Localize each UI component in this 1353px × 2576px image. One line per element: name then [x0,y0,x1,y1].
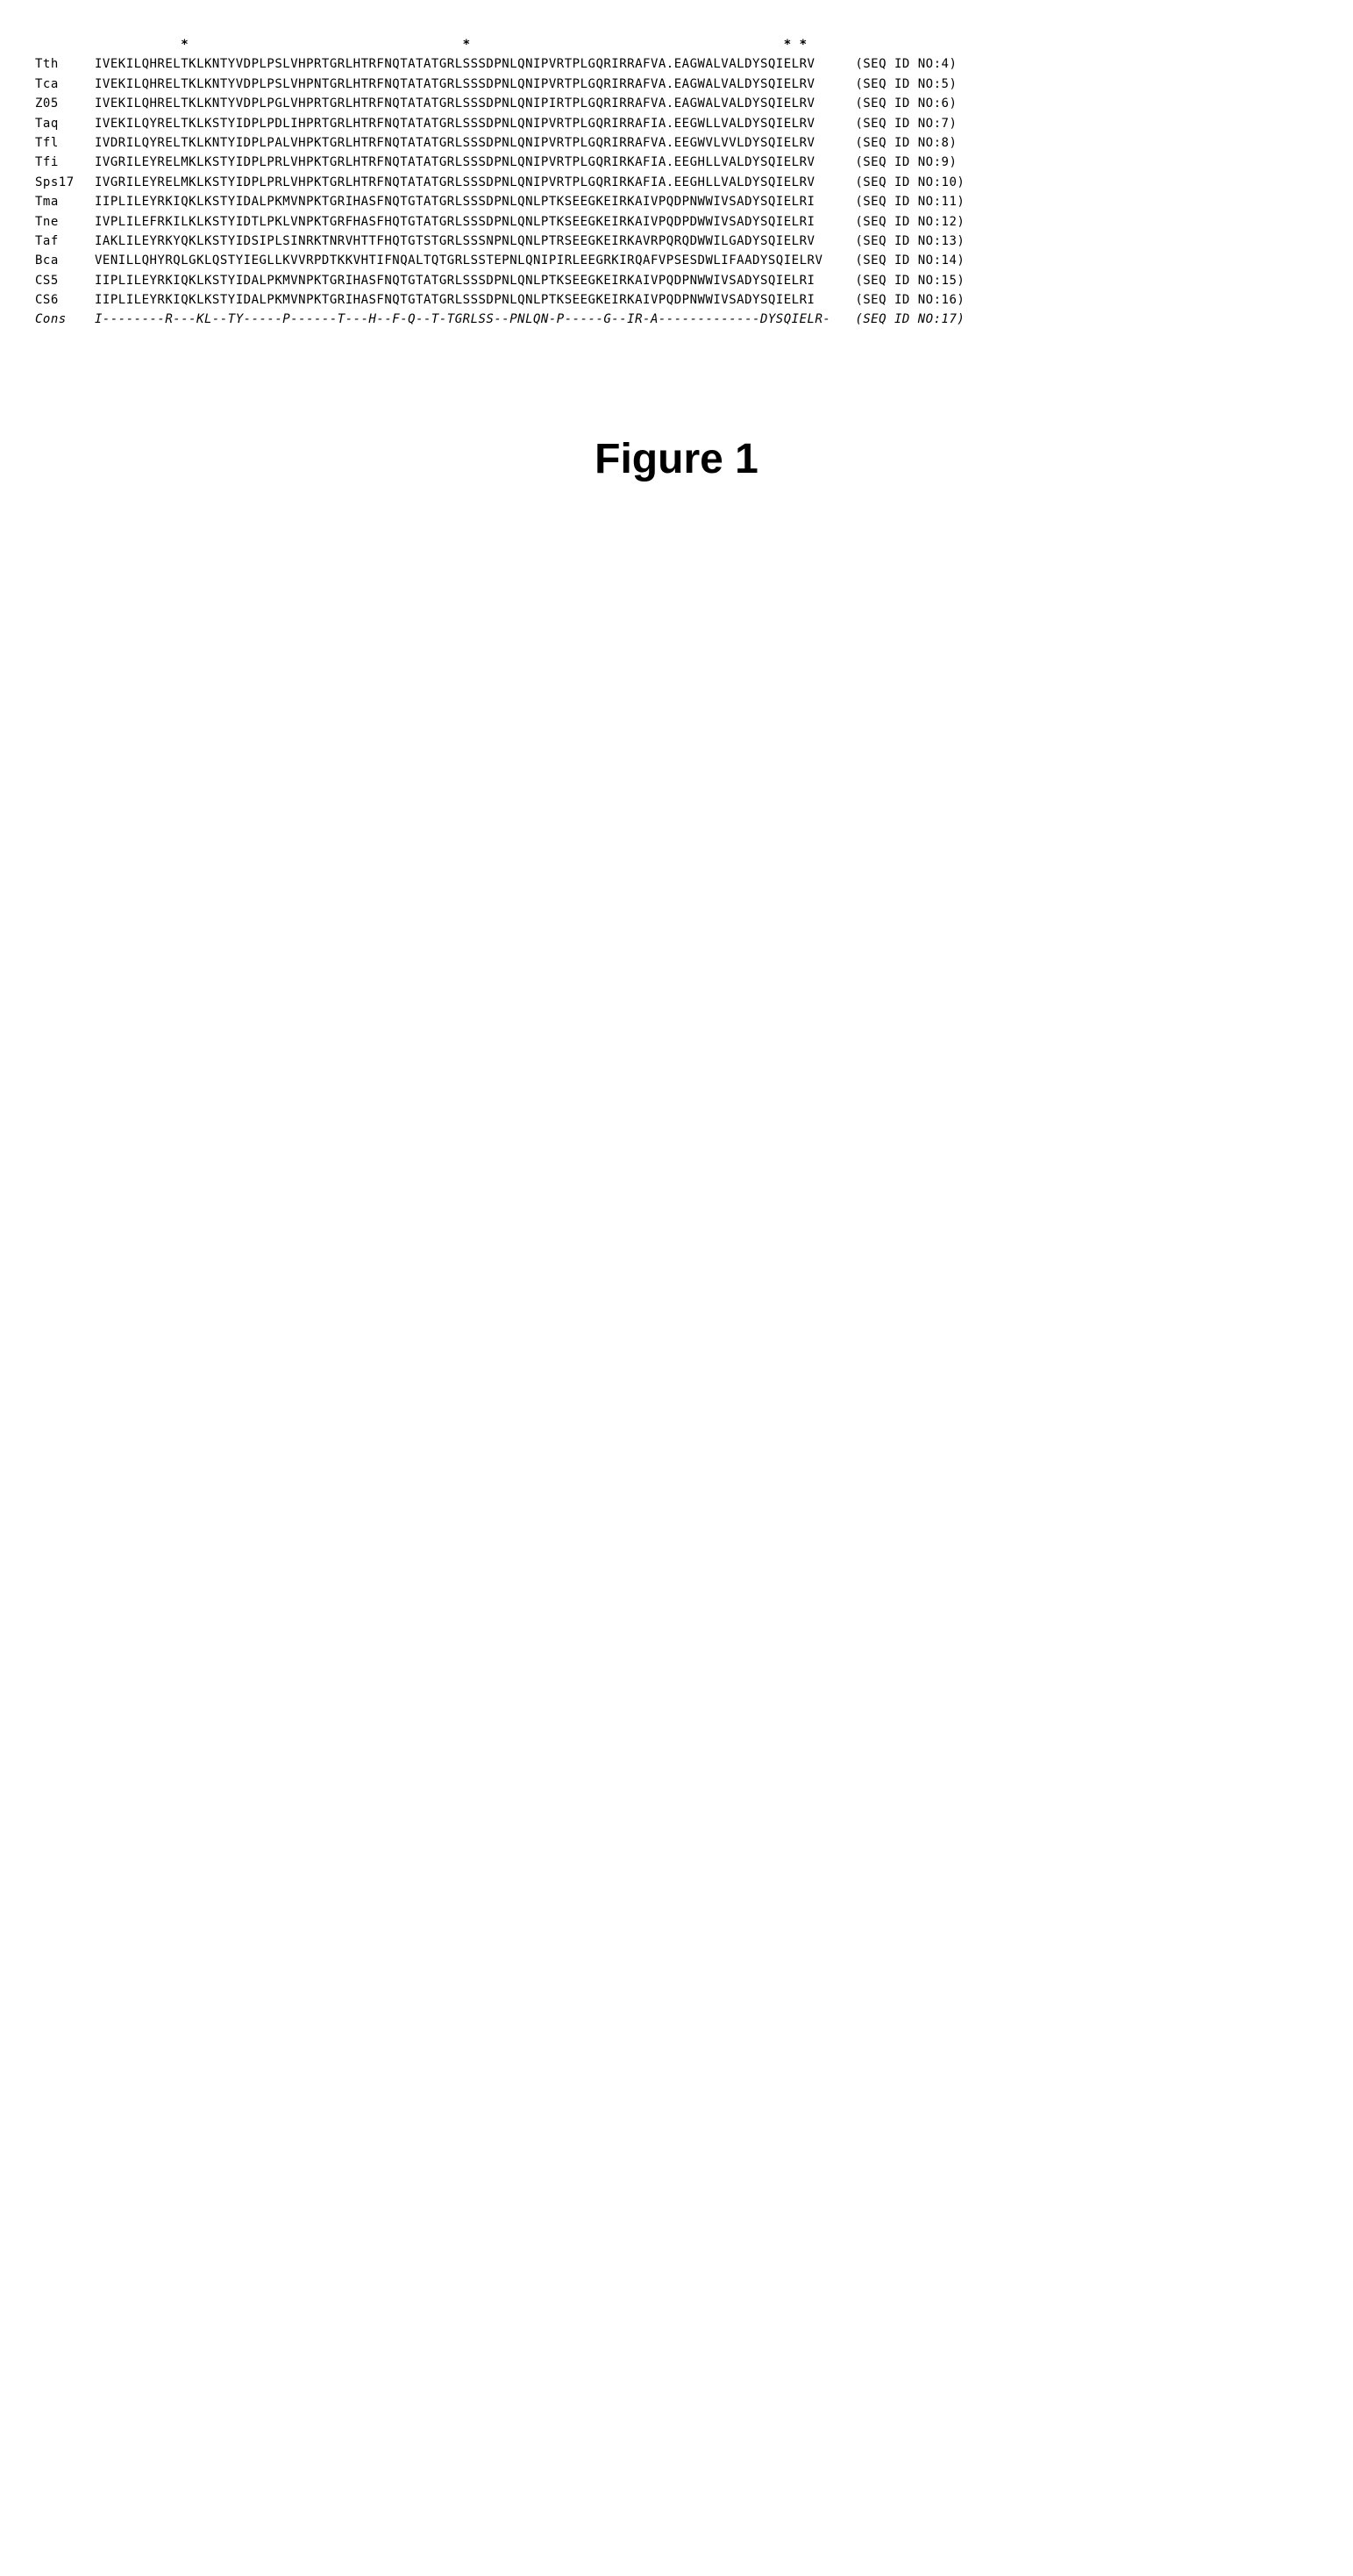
alignment-row: ConsI--------R---KL--TY-----P------T---H… [35,310,972,329]
row-label: Tca [35,75,95,94]
row-annotation: (SEQ ID NO:7) [837,114,972,133]
row-annotation: (SEQ ID NO:13) [837,232,972,251]
row-annotation: (SEQ ID NO:6) [837,94,972,113]
sequence-alignment-table: * * * *TthIVEKILQHRELTKLKNTYVDPLPSLVHPRT… [35,35,972,330]
row-sequence: IVEKILQHRELTKLKNTYVDPLPGLVHPRTGRLHTRFNQT… [95,94,837,113]
row-annotation: (SEQ ID NO:10) [837,173,972,192]
alignment-row: CS6IIPLILEYRKIQKLKSTYIDALPKMVNPKTGRIHASF… [35,290,972,310]
row-annotation: (SEQ ID NO:12) [837,212,972,232]
row-annotation: (SEQ ID NO:15) [837,271,972,290]
row-sequence: IIPLILEYRKIQKLKSTYIDALPKMVNPKTGRIHASFNQT… [95,290,837,310]
row-annotation: (SEQ ID NO:8) [837,133,972,153]
alignment-row: CS5IIPLILEYRKIQKLKSTYIDALPKMVNPKTGRIHASF… [35,271,972,290]
row-sequence: I--------R---KL--TY-----P------T---H--F-… [95,310,837,329]
row-sequence: IVEKILQHRELTKLKNTYVDPLPSLVHPRTGRLHTRFNQT… [95,54,837,74]
row-sequence: IIPLILEYRKIQKLKSTYIDALPKMVNPKTGRIHASFNQT… [95,271,837,290]
stars-line: * * * * [95,35,837,54]
stars-label [35,35,95,54]
alignment-row: TafIAKLILEYRKYQKLKSTYIDSIPLSINRKTNRVHTTF… [35,232,972,251]
alignment-row: Z05IVEKILQHRELTKLKNTYVDPLPGLVHPRTGRLHTRF… [35,94,972,113]
row-sequence: VENILLQHYRQLGKLQSTYIEGLLKVVRPDTKKVHTIFNQ… [95,251,837,270]
row-annotation: (SEQ ID NO:14) [837,251,972,270]
row-label: Taf [35,232,95,251]
alignment-row: TmaIIPLILEYRKIQKLKSTYIDALPKMVNPKTGRIHASF… [35,192,972,211]
row-sequence: IAKLILEYRKYQKLKSTYIDSIPLSINRKTNRVHTTFHQT… [95,232,837,251]
row-label: CS5 [35,271,95,290]
alignment-row: BcaVENILLQHYRQLGKLQSTYIEGLLKVVRPDTKKVHTI… [35,251,972,270]
stars-annot [837,35,972,54]
row-annotation: (SEQ ID NO:11) [837,192,972,211]
row-sequence: IVEKILQHRELTKLKNTYVDPLPSLVHPNTGRLHTRFNQT… [95,75,837,94]
row-sequence: IVDRILQYRELTKLKNTYIDPLPALVHPKTGRLHTRFNQT… [95,133,837,153]
alignment-row: TaqIVEKILQYRELTKLKSTYIDPLPDLIHPRTGRLHTRF… [35,114,972,133]
row-sequence: IVPLILEFRKILKLKSTYIDTLPKLVNPKTGRFHASFHQT… [95,212,837,232]
alignment-row: TfiIVGRILEYRELMKLKSTYIDPLPRLVHPKTGRLHTRF… [35,153,972,172]
row-label: Bca [35,251,95,270]
alignment-row: TcaIVEKILQHRELTKLKNTYVDPLPSLVHPNTGRLHTRF… [35,75,972,94]
row-sequence: IIPLILEYRKIQKLKSTYIDALPKMVNPKTGRIHASFNQT… [95,192,837,211]
row-label: Tma [35,192,95,211]
alignment-row: TthIVEKILQHRELTKLKNTYVDPLPSLVHPRTGRLHTRF… [35,54,972,74]
alignment-row: TneIVPLILEFRKILKLKSTYIDTLPKLVNPKTGRFHASF… [35,212,972,232]
row-sequence: IVGRILEYRELMKLKSTYIDPLPRLVHPKTGRLHTRFNQT… [95,153,837,172]
row-label: Cons [35,310,95,329]
alignment-row: Sps17IVGRILEYRELMKLKSTYIDPLPRLVHPKTGRLHT… [35,173,972,192]
figure-title: Figure 1 [35,435,1318,483]
row-annotation: (SEQ ID NO:4) [837,54,972,74]
row-sequence: IVEKILQYRELTKLKSTYIDPLPDLIHPRTGRLHTRFNQT… [95,114,837,133]
row-annotation: (SEQ ID NO:9) [837,153,972,172]
row-annotation: (SEQ ID NO:16) [837,290,972,310]
row-label: Z05 [35,94,95,113]
row-label: Tfi [35,153,95,172]
row-label: Taq [35,114,95,133]
row-label: CS6 [35,290,95,310]
row-label: Tfl [35,133,95,153]
row-label: Sps17 [35,173,95,192]
row-annotation: (SEQ ID NO:5) [837,75,972,94]
row-sequence: IVGRILEYRELMKLKSTYIDPLPRLVHPKTGRLHTRFNQT… [95,173,837,192]
row-label: Tne [35,212,95,232]
alignment-row: TflIVDRILQYRELTKLKNTYIDPLPALVHPKTGRLHTRF… [35,133,972,153]
row-annotation: (SEQ ID NO:17) [837,310,972,329]
row-label: Tth [35,54,95,74]
